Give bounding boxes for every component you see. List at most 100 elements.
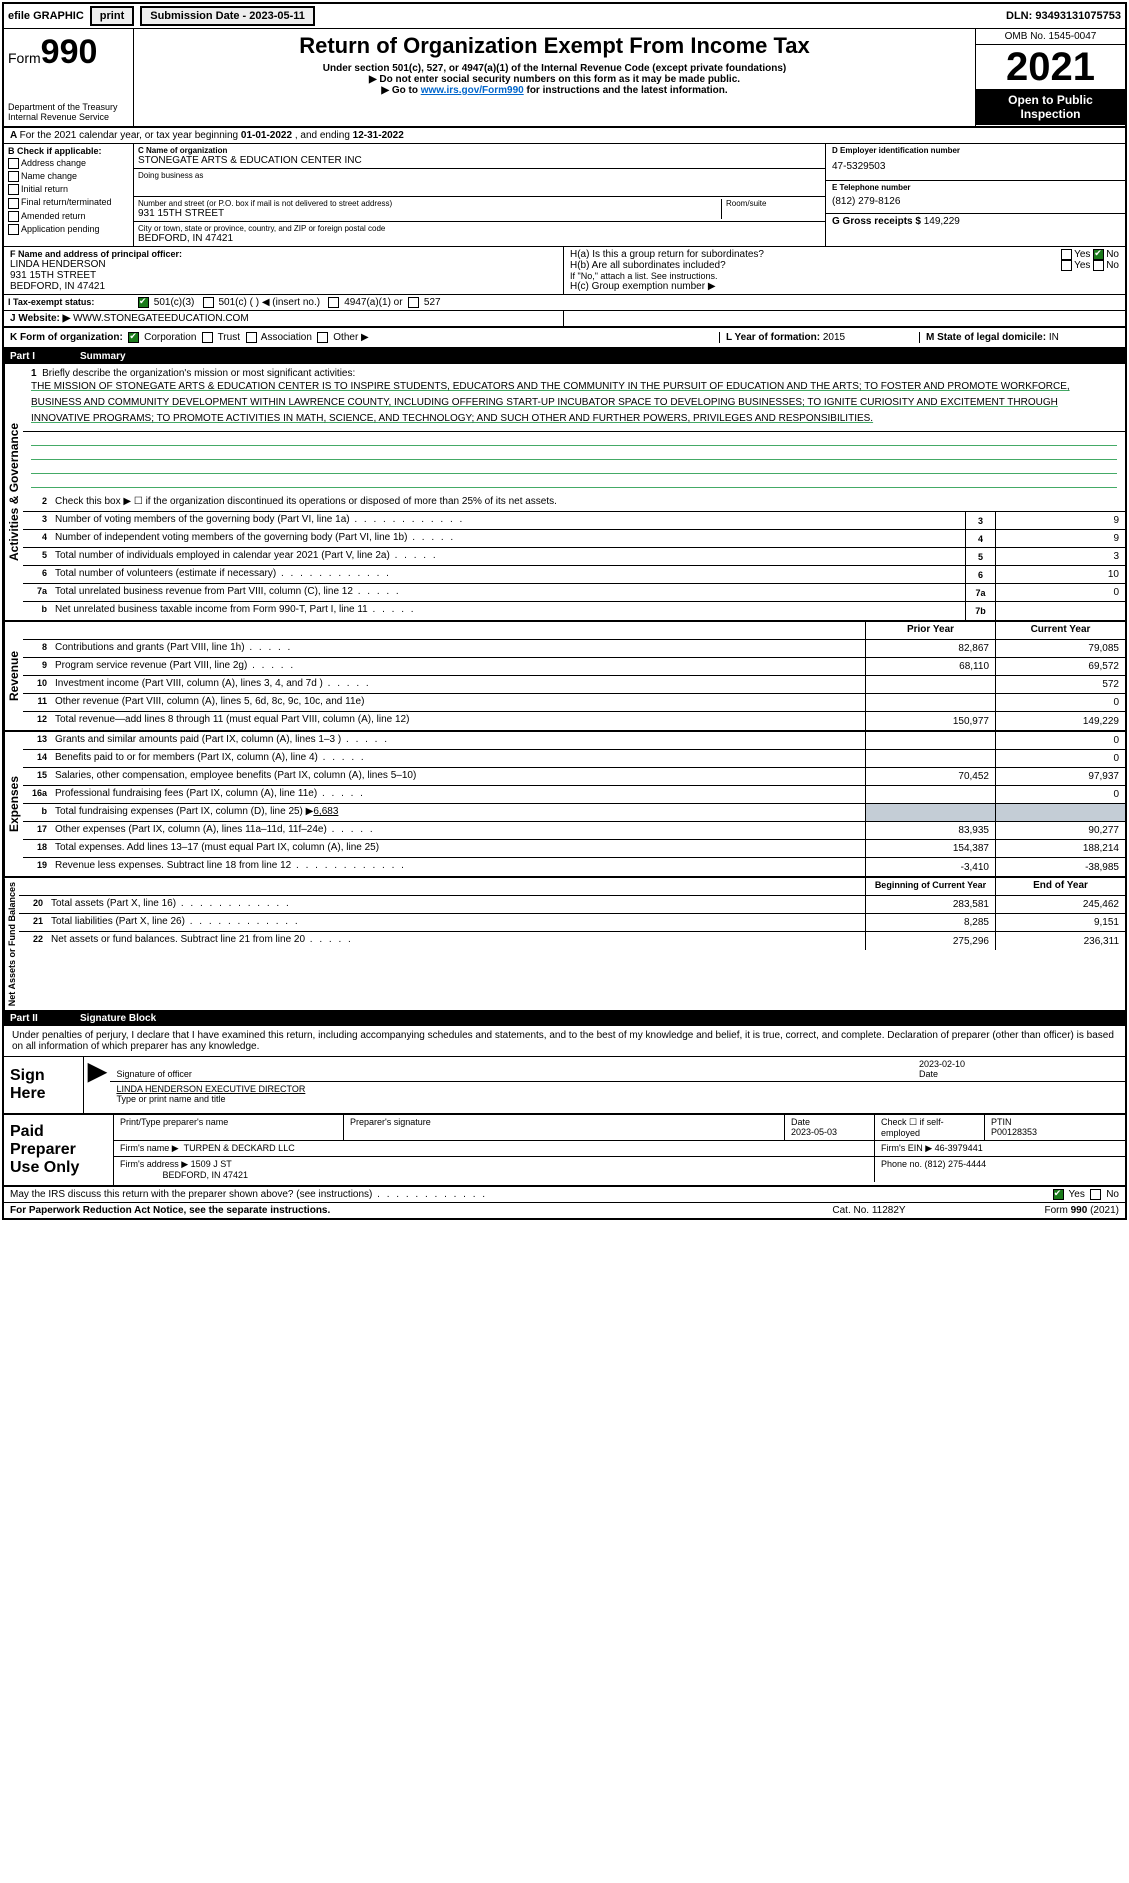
i-label: I Tax-exempt status: (4, 295, 134, 310)
check-initial-label: Initial return (21, 184, 68, 194)
check-application[interactable]: Application pending (8, 224, 129, 235)
discuss-no-checkbox[interactable] (1090, 1189, 1101, 1200)
blank-line-2 (31, 446, 1117, 460)
line-12-desc: Total revenue—add lines 8 through 11 (mu… (51, 712, 865, 730)
sig-arrow-icon: ▶ (84, 1057, 110, 1113)
ha-yes-checkbox[interactable] (1061, 249, 1072, 260)
line-16a: 16aProfessional fundraising fees (Part I… (23, 786, 1125, 804)
ha-no-checkbox[interactable] (1093, 249, 1104, 260)
print-button[interactable]: print (90, 6, 134, 26)
b-label: B Check if applicable: (8, 146, 129, 156)
line-16b-current-shade (995, 804, 1125, 821)
discuss-yes-label: Yes (1069, 1189, 1085, 1200)
current-year-header: Current Year (995, 622, 1125, 639)
line-20-prior: 283,581 (865, 896, 995, 913)
527-label: 527 (424, 297, 441, 308)
room-label: Room/suite (726, 199, 821, 208)
gross-value: 149,229 (924, 216, 960, 227)
dept-label: Department of the Treasury (8, 102, 129, 112)
hc-label: H(c) Group exemption number ▶ (570, 281, 1119, 292)
dln-label: DLN: 93493131075753 (1006, 10, 1121, 22)
rev-vert-label: Revenue (4, 622, 23, 730)
discuss-yes-checkbox[interactable] (1053, 1189, 1064, 1200)
discuss-text: May the IRS discuss this return with the… (10, 1189, 1053, 1200)
ein-column: D Employer identification number 47-5329… (825, 144, 1125, 246)
website-value: WWW.STONEGATEEDUCATION.COM (73, 313, 249, 324)
gov-section: Activities & Governance 1 Briefly descri… (4, 364, 1125, 622)
expenses-section: Expenses 13Grants and similar amounts pa… (4, 732, 1125, 878)
line-13-desc: Grants and similar amounts paid (Part IX… (51, 732, 865, 749)
form-ref: Form 990 (2021) (969, 1205, 1119, 1216)
officer-city: BEDFORD, IN 47421 (10, 281, 557, 292)
prep-sig-label: Preparer's signature (350, 1117, 778, 1127)
hb-yes-checkbox[interactable] (1061, 260, 1072, 271)
mission-num: 1 (31, 368, 37, 379)
other-checkbox[interactable] (317, 332, 328, 343)
trust-checkbox[interactable] (202, 332, 213, 343)
line-22-current: 236,311 (995, 932, 1125, 950)
hb-no-checkbox[interactable] (1093, 260, 1104, 271)
line-4-desc: Number of independent voting members of … (51, 530, 965, 547)
line-21-current: 9,151 (995, 914, 1125, 931)
submission-date-button[interactable]: Submission Date - 2023-05-11 (140, 6, 315, 26)
website-row: J Website: ▶ WWW.STONEGATEEDUCATION.COM (4, 311, 1125, 328)
firm-name-label: Firm's name ▶ (120, 1143, 179, 1153)
line-21: 21Total liabilities (Part X, line 26) 8,… (19, 914, 1125, 932)
4947-checkbox[interactable] (328, 297, 339, 308)
sig-type-label: Type or print name and title (116, 1094, 1119, 1104)
check-final-label: Final return/terminated (21, 197, 112, 207)
check-address[interactable]: Address change (8, 158, 129, 169)
line-19-current: -38,985 (995, 858, 1125, 876)
check-amended[interactable]: Amended return (8, 211, 129, 222)
officer-street: 931 15TH STREET (10, 270, 557, 281)
form-num: 990 (41, 33, 98, 71)
line-16b-pre: Total fundraising expenses (Part IX, col… (55, 806, 313, 817)
form-title: Return of Organization Exempt From Incom… (142, 33, 967, 59)
line-5: 5 Total number of individuals employed i… (23, 548, 1125, 566)
period-end: 12-31-2022 (353, 130, 404, 141)
line-9-prior: 68,110 (865, 658, 995, 675)
line-17: 17Other expenses (Part IX, column (A), l… (23, 822, 1125, 840)
discuss-no-label: No (1106, 1189, 1119, 1200)
gov-vert-label: Activities & Governance (4, 364, 23, 620)
prep-date-label: Date (791, 1117, 868, 1127)
check-final[interactable]: Final return/terminated (8, 197, 129, 208)
irs-label: Internal Revenue Service (8, 112, 129, 122)
line-7a: 7a Total unrelated business revenue from… (23, 584, 1125, 602)
line-9: 9Program service revenue (Part VIII, lin… (23, 658, 1125, 676)
form-word: Form (8, 50, 41, 66)
line-16a-prior (865, 786, 995, 803)
irs-link[interactable]: www.irs.gov/Form990 (421, 85, 524, 96)
line-18-desc: Total expenses. Add lines 13–17 (must eq… (51, 840, 865, 857)
firm-ein-label: Firm's EIN ▶ (881, 1143, 932, 1153)
hb-yes-label: Yes (1074, 260, 1090, 271)
line-8-current: 79,085 (995, 640, 1125, 657)
line-16b: b Total fundraising expenses (Part IX, c… (23, 804, 1125, 822)
check-address-label: Address change (21, 158, 86, 168)
k-label: K Form of organization: (10, 332, 123, 343)
assoc-checkbox[interactable] (246, 332, 257, 343)
check-name[interactable]: Name change (8, 171, 129, 182)
corp-label: Corporation (144, 332, 196, 343)
line-18-current: 188,214 (995, 840, 1125, 857)
line-16b-val: 6,683 (313, 806, 338, 817)
line-20-current: 245,462 (995, 896, 1125, 913)
l-value: 2015 (823, 332, 845, 343)
sig-officer-field: Signature of officer (116, 1059, 919, 1079)
line-18-prior: 154,387 (865, 840, 995, 857)
corp-checkbox[interactable] (128, 332, 139, 343)
line-22-prior: 275,296 (865, 932, 995, 950)
c3-checkbox[interactable] (138, 297, 149, 308)
line-17-desc: Other expenses (Part IX, column (A), lin… (51, 822, 865, 839)
check-initial[interactable]: Initial return (8, 184, 129, 195)
line-20-desc: Total assets (Part X, line 16) (47, 896, 865, 913)
527-checkbox[interactable] (408, 297, 419, 308)
line-5-desc: Total number of individuals employed in … (51, 548, 965, 565)
city-label: City or town, state or province, country… (138, 224, 821, 233)
net-col1-header: Beginning of Current Year (865, 878, 995, 895)
line-21-desc: Total liabilities (Part X, line 26) (47, 914, 865, 931)
pra-notice: For Paperwork Reduction Act Notice, see … (10, 1205, 769, 1216)
c-other-checkbox[interactable] (203, 297, 214, 308)
ptin-value: P00128353 (991, 1127, 1119, 1137)
revenue-section: Revenue Prior Year Current Year 8Contrib… (4, 622, 1125, 732)
